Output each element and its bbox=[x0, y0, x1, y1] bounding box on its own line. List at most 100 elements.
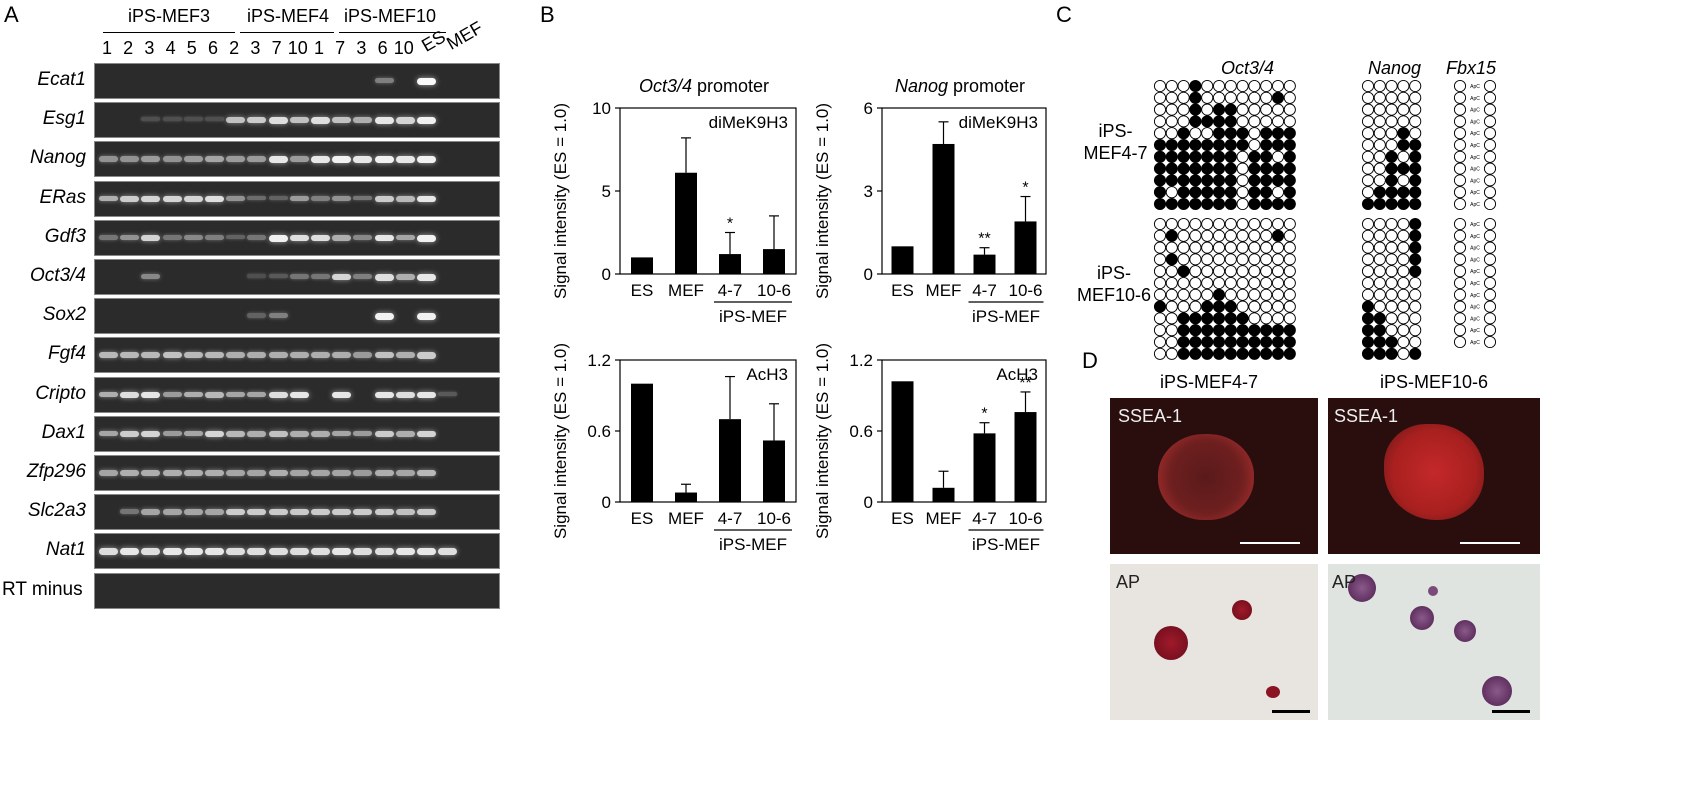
gel-band bbox=[395, 234, 415, 241]
fbx15-marker-text: ApC bbox=[1470, 340, 1480, 346]
gel-band bbox=[417, 313, 436, 321]
methylation-dot-oct-mef4-7 bbox=[1248, 150, 1261, 163]
gel-band bbox=[141, 274, 161, 280]
fbx15-marker-text: ApC bbox=[1470, 257, 1480, 263]
x-tick-label: 10-6 bbox=[757, 281, 791, 300]
methylation-dot-oct-mef4-7 bbox=[1283, 91, 1296, 104]
methylation-dot-oct-mef4-7 bbox=[1189, 115, 1202, 128]
gel-band bbox=[162, 391, 182, 398]
gel-band bbox=[417, 156, 436, 164]
gel-band bbox=[205, 352, 224, 359]
methylation-dot-oct-mef10-6 bbox=[1177, 300, 1190, 313]
methylation-dot-oct-mef10-6 bbox=[1153, 217, 1167, 231]
group-label: iPS-MEF bbox=[972, 307, 1040, 326]
methylation-dot-nanog-mef4-7 bbox=[1361, 91, 1375, 104]
methylation-dot-nanog-mef10-6 bbox=[1409, 265, 1422, 278]
methylation-dot-oct-mef4-7 bbox=[1248, 174, 1261, 187]
gel-strip bbox=[94, 494, 500, 531]
gel-band bbox=[332, 430, 352, 437]
gene-label: Fgf4 bbox=[47, 343, 86, 365]
methylation-dot-oct-mef4-7 bbox=[1236, 138, 1249, 152]
bar bbox=[932, 143, 955, 274]
methylation-dot-oct-mef10-6 bbox=[1248, 300, 1261, 313]
y-axis-label: Signal intensity (ES = 1.0) bbox=[551, 103, 570, 299]
chart-annotation: AcH3 bbox=[746, 365, 788, 384]
ssea1-image-mef4-7: SSEA-1 bbox=[1110, 398, 1318, 554]
gel-band bbox=[99, 470, 118, 476]
gel-band bbox=[205, 470, 224, 476]
methylation-dot-nanog-mef10-6 bbox=[1385, 312, 1398, 325]
methylation-dot-oct-mef4-7 bbox=[1260, 174, 1273, 187]
gel-band bbox=[120, 391, 140, 399]
methylation-dot-oct-mef10-6 bbox=[1248, 265, 1261, 278]
gel-band bbox=[289, 195, 309, 202]
gel-band bbox=[289, 117, 309, 124]
gel-band bbox=[226, 470, 246, 476]
gel-band bbox=[120, 195, 140, 202]
gel-band bbox=[141, 548, 161, 555]
bar bbox=[631, 383, 653, 502]
methylation-dot-oct-mef4-7 bbox=[1177, 91, 1190, 104]
gel-band bbox=[374, 391, 394, 399]
gel-band bbox=[268, 352, 288, 359]
methylation-dot-oct-mef4-7 bbox=[1224, 115, 1237, 128]
row-label-mef4-7: iPS- MEF4-7 bbox=[1068, 120, 1163, 164]
methylation-dot-oct-mef4-7 bbox=[1236, 186, 1249, 199]
methylation-dot-oct-mef10-6 bbox=[1248, 276, 1261, 290]
gel-band bbox=[417, 234, 436, 242]
methylation-dot-nanog-mef10-6 bbox=[1361, 300, 1375, 313]
gene-label: Zfp296 bbox=[26, 461, 86, 482]
lane-label: 3 bbox=[356, 38, 367, 58]
methylation-dot-oct-mef10-6 bbox=[1165, 229, 1178, 242]
gel-band bbox=[99, 548, 118, 555]
gel-band bbox=[183, 470, 203, 476]
gel-band bbox=[162, 195, 182, 202]
gel-band bbox=[205, 430, 224, 438]
gel-band bbox=[162, 470, 182, 476]
y-tick-label: 1.2 bbox=[587, 351, 611, 370]
gel-band bbox=[141, 430, 161, 438]
methylation-dot-oct-mef4-7 bbox=[1177, 162, 1190, 175]
methylation-dot-nanog-mef10-6 bbox=[1361, 312, 1375, 325]
colony-ssea1-a bbox=[1158, 434, 1254, 520]
methylation-dot-nanog-mef10-6 bbox=[1409, 288, 1422, 301]
methylation-dot-nanog-mef4-7 bbox=[1361, 186, 1375, 199]
methylation-dot-oct-mef4-7 bbox=[1224, 103, 1237, 116]
methylation-dot-nanog-mef4-7 bbox=[1385, 103, 1398, 116]
methylation-dot-oct-mef4-7 bbox=[1248, 115, 1261, 128]
gel-band bbox=[395, 195, 415, 202]
methylation-dot-fbx15 bbox=[1453, 276, 1467, 290]
methylation-dot-oct-mef4-7 bbox=[1201, 91, 1214, 104]
methylation-dot-oct-mef4-7 bbox=[1177, 197, 1190, 211]
methylation-dot-oct-mef4-7 bbox=[1248, 127, 1261, 140]
methylation-dot-nanog-mef10-6 bbox=[1397, 276, 1410, 290]
methylation-dot-nanog-mef4-7 bbox=[1361, 138, 1375, 152]
group-line-mef10 bbox=[339, 32, 446, 33]
methylation-dot-nanog-mef10-6 bbox=[1397, 217, 1410, 231]
methylation-dot-oct-mef10-6 bbox=[1248, 241, 1261, 254]
fbx15-marker-text: ApC bbox=[1470, 293, 1480, 299]
methylation-dot-oct-mef4-7 bbox=[1189, 197, 1202, 211]
methylation-dot-nanog-mef4-7 bbox=[1385, 91, 1398, 104]
methylation-dot-oct-mef10-6 bbox=[1283, 335, 1296, 349]
methylation-dot-oct-mef4-7 bbox=[1177, 174, 1190, 187]
methylation-dot-oct-mef4-7 bbox=[1212, 186, 1226, 199]
methylation-dot-oct-mef10-6 bbox=[1212, 300, 1226, 313]
panel-c-letter: C bbox=[1056, 2, 1072, 27]
gel-band bbox=[438, 391, 458, 397]
lane-label: 10 bbox=[287, 38, 308, 58]
y-axis-label: Signal intensity (ES = 1.0) bbox=[813, 343, 832, 539]
methylation-dot-oct-mef4-7 bbox=[1224, 91, 1237, 104]
gel-band bbox=[247, 391, 267, 398]
methylation-dot-oct-mef10-6 bbox=[1201, 288, 1214, 301]
methylation-dot-oct-mef10-6 bbox=[1260, 241, 1273, 254]
methylation-dot-oct-mef4-7 bbox=[1165, 197, 1178, 211]
gel-band bbox=[311, 274, 330, 279]
gel-band bbox=[226, 509, 246, 516]
methylation-dot-oct-mef10-6 bbox=[1283, 347, 1296, 360]
methylation-dot-oct-mef10-6 bbox=[1283, 312, 1296, 325]
methylation-dot-nanog-mef10-6 bbox=[1373, 335, 1386, 349]
methylation-dot-oct-mef4-7 bbox=[1283, 150, 1296, 163]
methylation-dot-nanog-mef10-6 bbox=[1397, 241, 1410, 254]
methylation-dot-oct-mef4-7 bbox=[1201, 174, 1214, 187]
